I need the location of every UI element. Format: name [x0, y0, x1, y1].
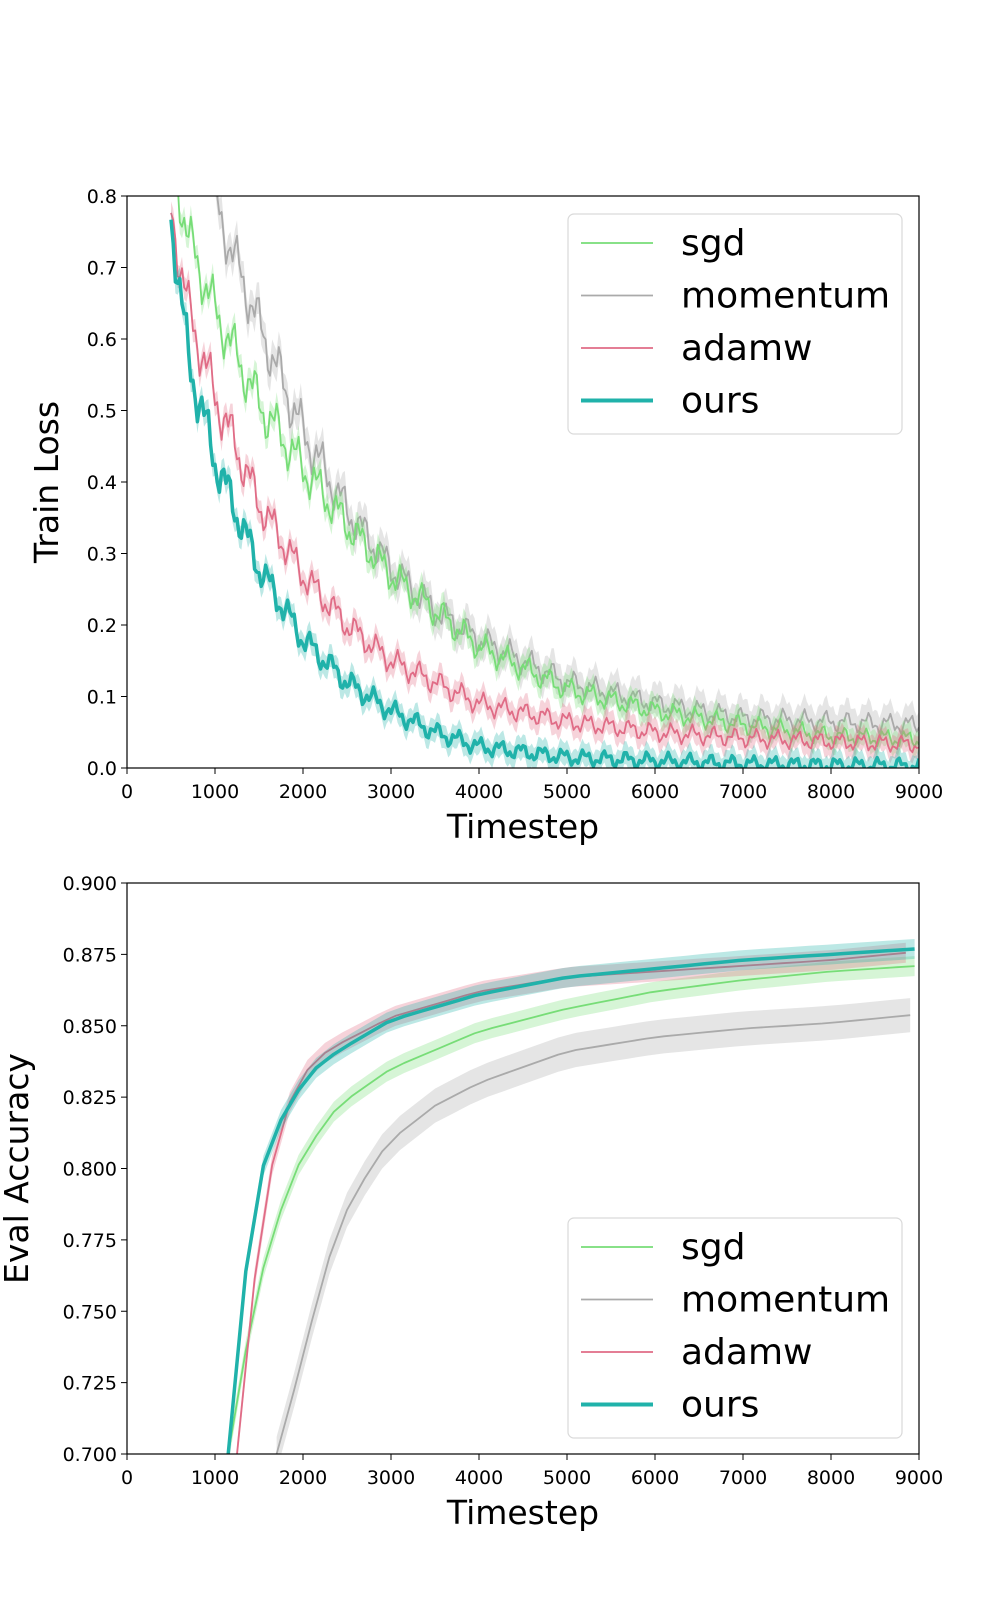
x-tick-label: 5000 — [543, 781, 591, 803]
x-tick-label: 1000 — [191, 1467, 239, 1489]
y-tick-label: 0.1 — [87, 687, 117, 709]
x-tick-label: 6000 — [631, 1467, 679, 1489]
x-tick-label: 4000 — [455, 781, 503, 803]
x-tick-label: 0 — [121, 781, 133, 803]
legend-label-momentum: momentum — [681, 1280, 890, 1321]
legend-frame — [567, 1217, 903, 1439]
x-tick-label: 6000 — [631, 781, 679, 803]
x-tick-label: 9000 — [895, 1467, 943, 1489]
x-tick-label: 3000 — [367, 1467, 415, 1489]
legend-label-momentum: momentum — [681, 276, 890, 317]
x-tick-label: 5000 — [543, 1467, 591, 1489]
train-loss-y-axis-label: Train Loss — [27, 401, 66, 564]
series-line-sgd — [227, 965, 915, 1454]
series-line-adamw — [170, 212, 919, 754]
series-line-momentum — [275, 1014, 911, 1454]
eval-accuracy-panel: 0 1000 2000 3000 4000 5000 6000 7000 8000 9000 0.7… — [0, 873, 943, 1532]
x-tick-label: 4000 — [455, 1467, 503, 1489]
x-tick-label: 2000 — [279, 781, 327, 803]
y-tick-label: 0.850 — [63, 1016, 117, 1038]
x-tick-label: 1000 — [191, 781, 239, 803]
y-tick-label: 0.700 — [63, 1444, 117, 1466]
eval-accuracy-plot-area — [226, 939, 915, 1454]
y-tick-label: 0.900 — [63, 873, 117, 895]
y-tick-label: 0.4 — [87, 472, 117, 494]
series-line-momentum — [216, 196, 919, 735]
legend-frame — [567, 213, 903, 435]
x-tick-label: 8000 — [807, 1467, 855, 1489]
y-tick-label: 0.8 — [87, 186, 117, 208]
y-tick-label: 0.725 — [63, 1373, 117, 1395]
legend-label-sgd: sgd — [681, 1227, 745, 1268]
band-momentum — [276, 998, 911, 1454]
y-tick-label: 0.825 — [63, 1087, 117, 1109]
eval-accuracy-x-axis-label: Timestep — [446, 1493, 599, 1532]
train-loss-plot-area — [169, 196, 919, 768]
x-tick-label: 8000 — [807, 781, 855, 803]
x-tick-label: 7000 — [719, 1467, 767, 1489]
eval-accuracy-legend: sgd momentum adamw ours — [567, 1217, 903, 1439]
x-tick-label: 7000 — [719, 781, 767, 803]
eval-accuracy-y-axis-label: Eval Accuracy — [0, 1053, 36, 1284]
legend-label-adamw: adamw — [681, 328, 812, 369]
x-tick-label: 3000 — [367, 781, 415, 803]
legend-label-ours: ours — [681, 381, 759, 422]
series-line-sgd — [177, 196, 919, 748]
legend-label-sgd: sgd — [681, 223, 745, 264]
y-tick-label: 0.2 — [87, 615, 117, 637]
train-loss-panel: 0 1000 2000 3000 4000 5000 6000 7000 8000 9000 0.0… — [27, 186, 943, 846]
legend-label-adamw: adamw — [681, 1332, 812, 1373]
legend-label-ours: ours — [681, 1385, 759, 1426]
y-tick-label: 0.5 — [87, 401, 117, 423]
train-loss-x-axis-label: Timestep — [446, 807, 599, 846]
series-line-ours — [169, 219, 919, 768]
x-tick-label: 0 — [121, 1467, 133, 1489]
y-tick-label: 0.3 — [87, 544, 117, 566]
y-tick-label: 0.875 — [63, 944, 117, 966]
y-tick-label: 0.750 — [63, 1301, 117, 1323]
x-tick-label: 9000 — [895, 781, 943, 803]
y-tick-label: 0.0 — [87, 758, 117, 780]
y-tick-label: 0.775 — [63, 1230, 117, 1252]
train-loss-legend: sgd momentum adamw ours — [567, 213, 903, 435]
band-adamw — [171, 201, 919, 764]
y-tick-label: 0.6 — [87, 329, 117, 351]
x-tick-label: 2000 — [279, 1467, 327, 1489]
y-tick-label: 0.7 — [87, 258, 117, 280]
series-line-ours — [226, 947, 915, 1454]
y-tick-label: 0.800 — [63, 1159, 117, 1181]
